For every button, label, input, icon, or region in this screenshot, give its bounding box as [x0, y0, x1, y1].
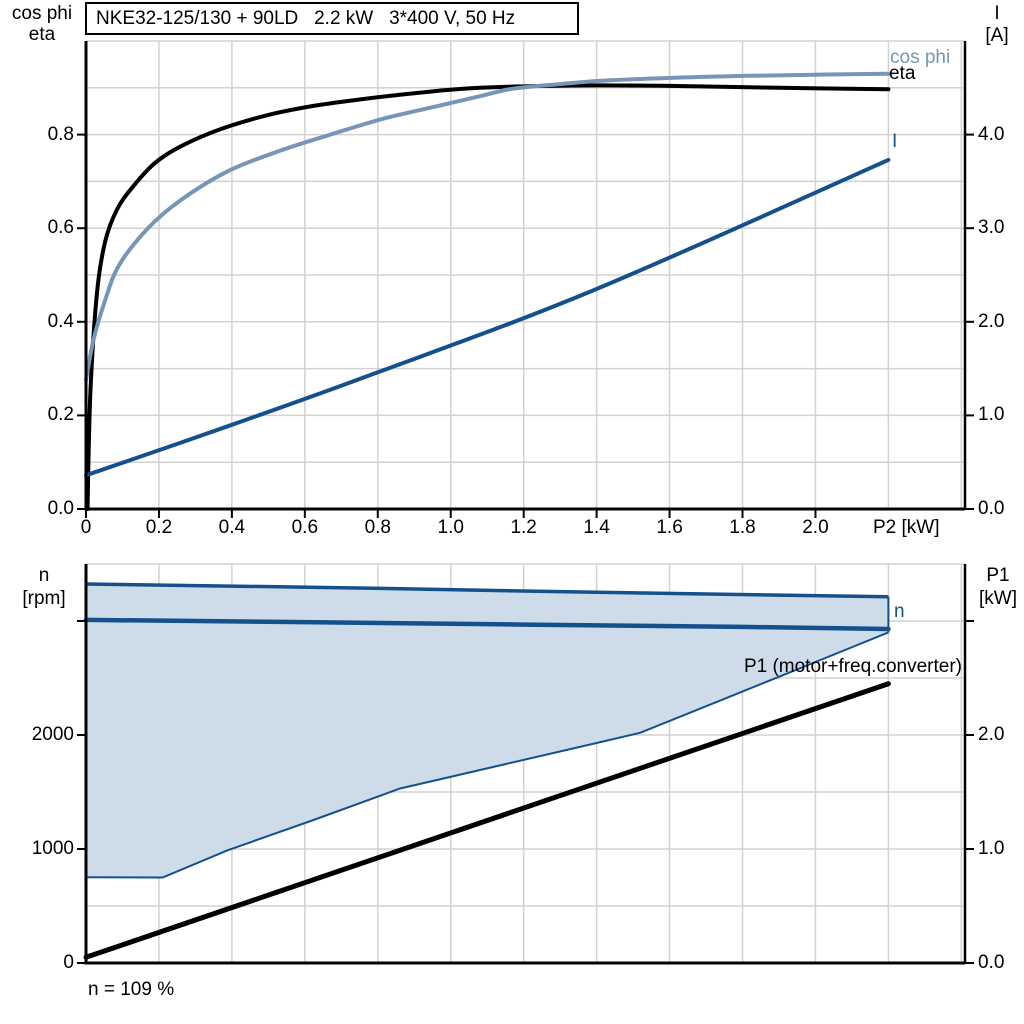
chart-title-box: NKE32-125/130 + 90LD 2.2 kW 3*400 V, 50 … — [85, 2, 579, 35]
speed-percentage-annotation: n = 109 % — [88, 979, 175, 1000]
p1-curve — [83, 681, 891, 960]
top-right-axis-title-line1: I — [994, 3, 1000, 24]
top-right-axis-title-line2: [A] — [985, 25, 1009, 46]
p1-curve-label: P1 (motor+freq.converter) — [743, 656, 962, 677]
x-axis-label: P2 [kW] — [873, 517, 940, 538]
cos-phi-curve — [84, 71, 891, 382]
current-curve-label: I — [892, 131, 898, 152]
bottom-left-axis-title-line1: n — [38, 565, 50, 586]
chart-title: NKE32-125/130 + 90LD 2.2 kW 3*400 V, 50 … — [96, 7, 516, 29]
speed_power-chart — [77, 563, 974, 965]
top-left-axis-title-line2: eta — [28, 24, 56, 45]
bottom-right-axis-title-line1: P1 — [986, 565, 1010, 586]
n-curve — [83, 617, 891, 632]
speed-curve-label: n — [894, 601, 905, 622]
eta-curve — [85, 83, 891, 511]
eta-curve-label: eta — [889, 63, 916, 84]
top-left-axis-title-line1: cos phi — [11, 3, 73, 24]
speed-range-band — [86, 584, 889, 878]
bottom-right-axis-title-line2: [kW] — [979, 588, 1017, 609]
cos-phi-curve-label: cos phi — [890, 47, 951, 68]
band-upper-boundary — [85, 582, 889, 599]
i-curve — [84, 157, 891, 478]
band-lower-boundary — [85, 631, 889, 879]
bottom-left-axis-title-line2: [rpm] — [22, 588, 66, 609]
electrical-chart — [77, 40, 974, 518]
